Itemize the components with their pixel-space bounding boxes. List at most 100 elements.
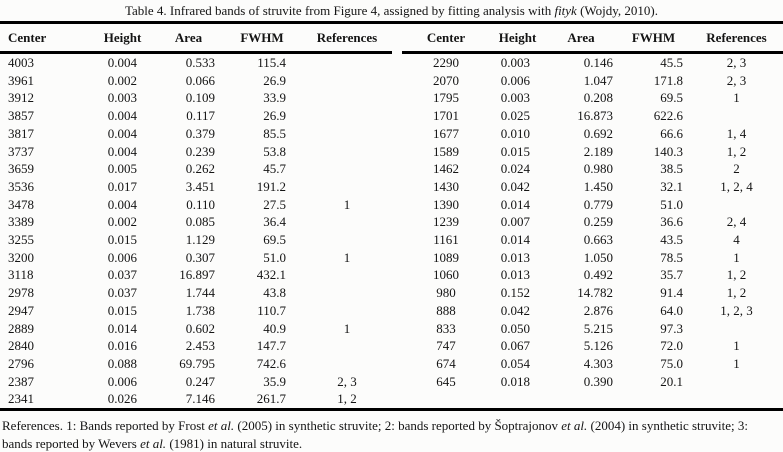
- ir-bands-table: Center Height Area FWHM References Cente…: [0, 24, 783, 408]
- left-center-cell: 3817: [8, 125, 34, 141]
- right-center-cell: 1701: [433, 108, 459, 124]
- right-height-cell: 0.014: [500, 196, 530, 212]
- left-area-cell: 0.109: [185, 90, 215, 106]
- right-fwhm-cell: 43.5: [660, 232, 683, 248]
- right-center-cell: 1239: [433, 214, 459, 230]
- right-center-cell: 2070: [433, 72, 459, 88]
- right-height-cell: 0.013: [500, 267, 530, 283]
- column-gap: [392, 249, 402, 267]
- left-height-cell: 0.002: [107, 72, 137, 88]
- left-height-cell: 0.005: [107, 161, 137, 177]
- text-segment: (Wojdy, 2010).: [576, 3, 658, 18]
- left-height-cell: 0.088: [107, 355, 137, 371]
- left-refs-cell: [302, 143, 392, 161]
- left-fwhm-cell: 27.5: [263, 196, 286, 212]
- left-fwhm-cell: 43.8: [263, 285, 286, 301]
- right-center-cell: 1089: [433, 249, 459, 265]
- right-refs-cell: [690, 373, 783, 391]
- left-area-cell: 1.129: [185, 232, 215, 248]
- italic-text-segment: et al.: [140, 435, 167, 451]
- left-refs-cell: [302, 178, 392, 196]
- left-refs-cell: 2, 3: [337, 373, 357, 389]
- left-center-cell: 3200: [8, 249, 34, 265]
- right-fwhm-cell: 69.5: [660, 90, 683, 106]
- right-refs-cell: 2, 3: [726, 72, 747, 88]
- column-gap: [392, 72, 402, 90]
- left-fwhm-cell: 191.2: [256, 178, 286, 194]
- right-fwhm-cell: 91.4: [660, 285, 683, 301]
- right-height-cell: 0.050: [500, 320, 530, 336]
- right-area-cell: 1.047: [583, 72, 613, 88]
- references-footnote: References. 1: Bands reported by Frost e…: [0, 417, 783, 452]
- left-fwhm-cell: 261.7: [256, 391, 286, 407]
- right-refs-cell: [690, 107, 783, 125]
- left-fwhm-cell: 53.8: [263, 143, 286, 159]
- left-fwhm-cell: 45.7: [263, 161, 286, 177]
- right-height-cell: 0.013: [500, 249, 530, 265]
- header-fwhm-right: FWHM: [617, 24, 690, 54]
- header-height-left: Height: [90, 24, 155, 54]
- right-area-cell: 1.050: [583, 249, 613, 265]
- table-row: 2978 0.037 1.744 43.8 980 0.152 14.782 91.4 1, 2: [0, 284, 783, 302]
- left-area-cell: 0.379: [185, 125, 215, 141]
- left-area-cell: 1.744: [185, 285, 215, 301]
- left-fwhm-cell: 26.9: [263, 72, 286, 88]
- table-row: 3255 0.015 1.129 69.5 1161 0.014 0.663 43.5 4: [0, 231, 783, 249]
- left-area-cell: 0.066: [185, 72, 215, 88]
- left-refs-cell: [302, 89, 392, 107]
- right-fwhm-cell: 38.5: [660, 161, 683, 177]
- right-area-cell: 16.873: [577, 108, 613, 124]
- left-area-cell: 1.738: [185, 302, 215, 318]
- right-center-cell: 833: [436, 320, 456, 336]
- text-segment: (2004) in synthetic struvite; 3: bands r…: [2, 418, 748, 451]
- table-caption: Table 4. Infrared bands of struvite from…: [0, 0, 783, 19]
- left-height-cell: 0.004: [107, 108, 137, 124]
- italic-text-segment: et al.: [561, 418, 588, 434]
- right-refs-cell: 2: [733, 161, 740, 177]
- right-center-cell: 2290: [433, 55, 459, 70]
- top-rule: [0, 21, 783, 24]
- left-refs-cell: [302, 125, 392, 143]
- right-refs-cell: 1: [733, 249, 740, 265]
- right-height-cell: 0.024: [500, 161, 530, 177]
- table-row: 3200 0.006 0.307 51.0 1 1089 0.013 1.050 78.5 1: [0, 249, 783, 267]
- left-center-cell: 3737: [8, 143, 34, 159]
- left-area-cell: 0.085: [185, 214, 215, 230]
- left-fwhm-cell: 26.9: [263, 108, 286, 124]
- right-refs-cell: 2, 3: [726, 55, 747, 70]
- table-row: 3389 0.002 0.085 36.4 1239 0.007 0.259 36.6 2, 4: [0, 213, 783, 231]
- table-row: 2341 0.026 7.146 261.7 1, 2: [0, 390, 783, 408]
- right-fwhm-cell: 171.8: [653, 72, 683, 88]
- left-center-cell: 3961: [8, 72, 34, 88]
- header-center-left: Center: [0, 24, 90, 54]
- left-refs-cell: [302, 160, 392, 178]
- left-refs-cell: [302, 284, 392, 302]
- right-area-cell: 14.782: [577, 285, 613, 301]
- right-center-cell: 1462: [433, 161, 459, 177]
- text-segment: (2005) in synthetic struvite; 2: bands r…: [234, 418, 562, 434]
- left-fwhm-cell: 115.4: [257, 55, 286, 70]
- column-gap: [392, 53, 402, 72]
- left-area-cell: 0.117: [186, 108, 215, 124]
- column-gap: [392, 284, 402, 302]
- right-center-cell: 980: [436, 285, 456, 301]
- right-area-cell: 0.692: [583, 125, 613, 141]
- left-height-cell: 0.017: [107, 178, 137, 194]
- table-row: 2947 0.015 1.738 110.7 888 0.042 2.876 64.0 1, 2…: [0, 302, 783, 320]
- right-area-cell: 0.980: [583, 161, 613, 177]
- left-height-cell: 0.015: [107, 232, 137, 248]
- right-center-cell: 1430: [433, 178, 459, 194]
- right-height-cell: 0.152: [500, 285, 530, 301]
- left-height-cell: 0.016: [107, 338, 137, 354]
- right-height-cell: 0.010: [500, 125, 530, 141]
- left-height-cell: 0.006: [107, 373, 137, 389]
- left-refs-cell: [302, 231, 392, 249]
- left-height-cell: 0.026: [107, 391, 137, 407]
- right-fwhm-cell: 36.6: [660, 214, 683, 230]
- right-center-cell: 1795: [433, 90, 459, 106]
- table-row: 2840 0.016 2.453 147.7 747 0.067 5.126 72.0 1: [0, 337, 783, 355]
- right-fwhm-cell: 75.0: [660, 355, 683, 371]
- header-row: Center Height Area FWHM References Cente…: [0, 24, 783, 54]
- column-gap: [392, 231, 402, 249]
